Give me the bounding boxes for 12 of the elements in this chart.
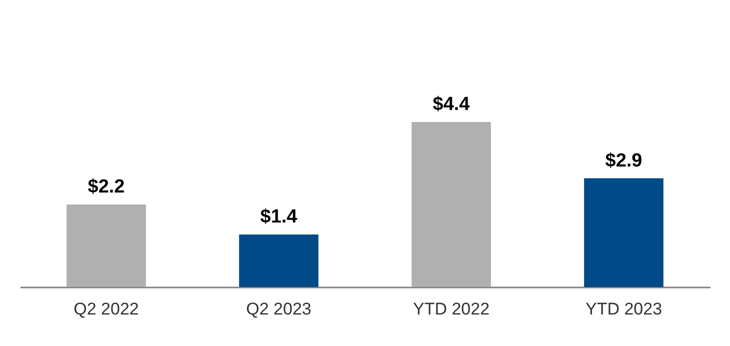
data-label: $1.4 (260, 206, 298, 228)
data-label: $4.4 (432, 94, 470, 116)
bar (412, 122, 491, 287)
x-tick-label: YTD 2023 (585, 300, 662, 318)
x-tick-label: Q2 2023 (246, 300, 312, 318)
x-tick-label: Q2 2022 (74, 300, 139, 318)
bar (239, 234, 318, 287)
data-label: $2.9 (605, 150, 642, 172)
x-tick-label: YTD 2022 (412, 300, 490, 318)
bar (66, 204, 146, 287)
data-label: $2.2 (88, 176, 125, 198)
bar (584, 178, 664, 287)
